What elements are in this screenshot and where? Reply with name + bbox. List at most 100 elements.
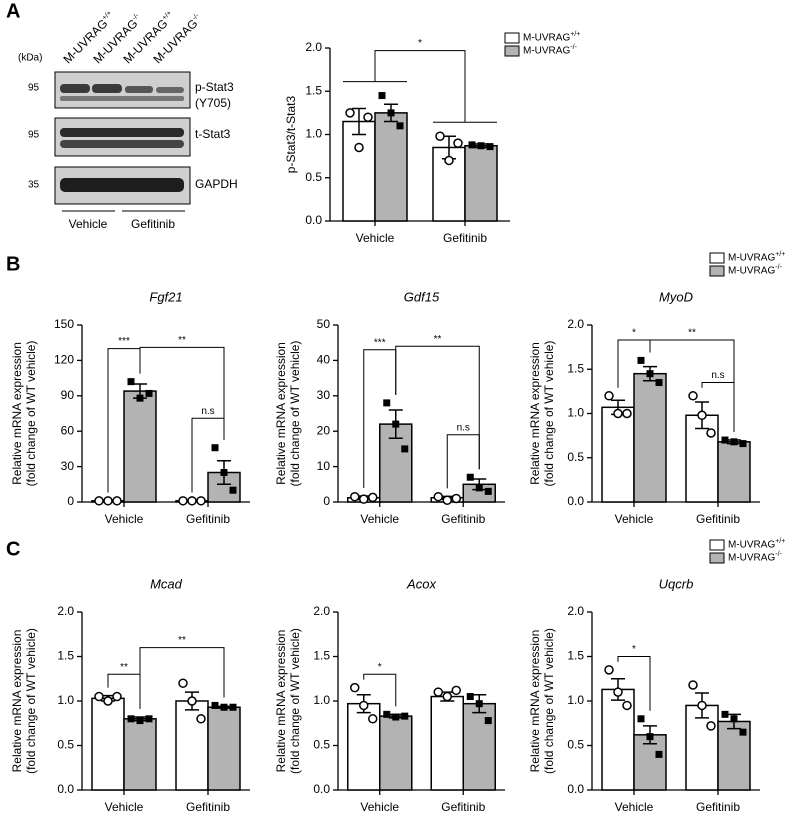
data-point <box>94 496 104 506</box>
y-tick-label: 50 <box>317 317 331 331</box>
bar <box>430 695 464 791</box>
y-axis-label: Relative mRNA expression <box>274 630 288 773</box>
significance-bracket <box>139 647 225 710</box>
legend-label: M-UVRAG+/+ <box>728 251 785 264</box>
bar <box>462 702 496 791</box>
data-point <box>94 691 104 702</box>
data-point <box>475 700 483 708</box>
data-point <box>211 444 219 452</box>
y-tick-label: 2.0 <box>57 604 74 618</box>
y-tick-label: 0.5 <box>313 738 330 752</box>
significance-label: n.s <box>711 370 724 381</box>
data-point <box>655 379 663 387</box>
y-tick-label: 1.5 <box>313 649 330 663</box>
y-tick-label: 2.0 <box>313 604 330 618</box>
data-point <box>145 389 153 397</box>
data-point <box>688 391 698 401</box>
data-point <box>622 700 632 711</box>
data-point <box>229 703 237 711</box>
data-point <box>435 131 445 141</box>
significance-bracket <box>191 417 225 493</box>
bar <box>342 120 376 222</box>
bar <box>374 112 408 222</box>
data-point <box>688 680 698 690</box>
data-point <box>387 109 395 117</box>
chart-title: MyoD <box>659 289 693 304</box>
data-point <box>486 143 494 151</box>
chart-title: Uqcrb <box>659 576 694 591</box>
significance-bracket <box>395 345 480 470</box>
data-point <box>646 370 654 378</box>
x-tick-label: Vehicle <box>615 800 654 814</box>
significance-label: *** <box>118 336 130 347</box>
y-tick-label: 1.0 <box>57 693 74 707</box>
significance-label: *** <box>374 337 386 348</box>
significance-label: * <box>378 662 382 673</box>
data-point <box>383 399 391 407</box>
x-tick-label: Vehicle <box>105 512 144 526</box>
y-tick-label: 1.0 <box>313 693 330 707</box>
y-tick-label: 40 <box>317 353 331 367</box>
y-axis-label: (fold change of WT vehicle) <box>288 628 302 774</box>
legend-swatch <box>709 252 725 264</box>
y-axis-label: Relative mRNA expression <box>528 342 542 485</box>
y-axis-label: (fold change of WT vehicle) <box>542 341 556 487</box>
data-point <box>187 696 197 706</box>
y-axis-label: Relative mRNA expression <box>528 630 542 773</box>
axis-line <box>337 325 505 503</box>
panel-label: B <box>6 253 20 275</box>
western-blot <box>54 71 191 212</box>
data-point <box>697 410 707 421</box>
data-point <box>368 492 378 503</box>
error-bar <box>352 107 366 136</box>
data-point <box>401 445 409 453</box>
data-point <box>739 728 747 736</box>
data-point <box>368 714 378 724</box>
legend-swatch <box>504 45 520 57</box>
data-point <box>103 696 113 706</box>
data-point <box>433 687 443 697</box>
group-label: Vehicle <box>69 217 108 231</box>
data-point <box>136 394 144 402</box>
bar <box>91 697 125 791</box>
data-point <box>392 420 400 428</box>
data-point <box>350 682 360 693</box>
y-tick-label: 0.0 <box>313 782 330 796</box>
bar <box>175 700 209 791</box>
y-tick-label: 1.5 <box>567 649 584 663</box>
y-tick-label: 0.5 <box>567 738 584 752</box>
data-point <box>721 710 729 718</box>
significance-label: n.s <box>457 422 470 433</box>
significance-bracket <box>374 50 466 123</box>
data-point <box>359 700 369 711</box>
data-point <box>604 391 614 401</box>
bar <box>123 390 157 503</box>
y-tick-label: 2.0 <box>305 40 322 54</box>
kda-label: 95 <box>28 130 40 141</box>
legend-label: M-UVRAG-/- <box>523 44 578 57</box>
y-tick-label: 1.5 <box>57 649 74 663</box>
x-tick-label: Gefitinib <box>441 800 485 814</box>
data-point <box>196 714 206 724</box>
data-point <box>178 496 188 506</box>
data-point <box>451 685 461 696</box>
y-tick-label: 30 <box>317 388 331 402</box>
data-point <box>112 496 122 506</box>
x-tick-label: Vehicle <box>105 800 144 814</box>
data-point <box>444 155 454 166</box>
y-tick-label: 0.0 <box>567 494 584 508</box>
y-axis-label: (fold change of WT vehicle) <box>24 341 38 487</box>
data-point <box>655 750 663 758</box>
bar <box>601 406 635 503</box>
legend-swatch <box>504 32 520 44</box>
data-point <box>613 408 623 419</box>
significance-label: ** <box>688 328 696 339</box>
data-point <box>136 717 144 725</box>
data-point <box>604 665 614 675</box>
data-point <box>103 496 113 506</box>
data-point <box>706 721 716 731</box>
data-point <box>350 491 360 502</box>
bar <box>633 372 667 503</box>
y-tick-label: 0.5 <box>57 738 74 752</box>
data-point <box>178 678 188 688</box>
